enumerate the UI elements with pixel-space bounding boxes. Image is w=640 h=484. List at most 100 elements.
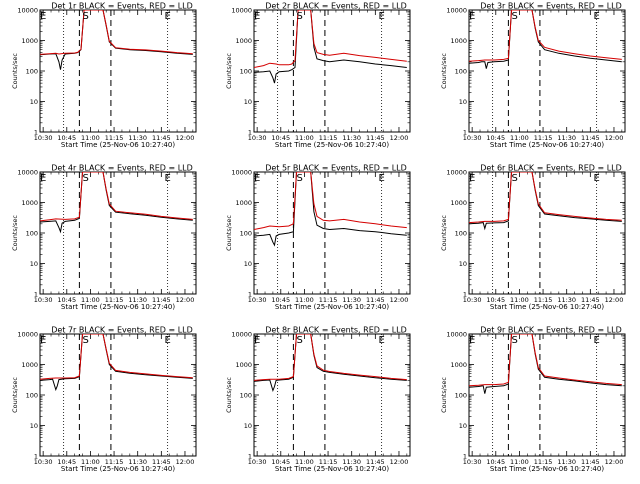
- y-tick-label: 1: [463, 291, 467, 299]
- region-label: E: [378, 11, 384, 22]
- y-axis-label: Counts/sec: [440, 377, 448, 413]
- y-tick-label: 1: [248, 291, 252, 299]
- y-tick-label: 10: [459, 422, 467, 430]
- x-tick-label: 11:00: [81, 134, 100, 142]
- y-tick-label: 1000: [21, 361, 38, 369]
- x-tick-label: 11:15: [105, 134, 124, 142]
- y-tick-label: 100: [26, 392, 38, 400]
- y-tick-label: 1: [34, 291, 38, 299]
- x-tick-label: 10:30: [463, 458, 482, 466]
- region-label: E: [593, 335, 599, 346]
- x-tick-label: 11:00: [81, 458, 100, 466]
- x-axis-label: Start Time (25-Nov-06 10:27:40): [490, 465, 604, 473]
- x-tick-label: 11:30: [557, 134, 576, 142]
- y-tick-label: 10: [30, 422, 38, 430]
- y-axis-label: Counts/sec: [11, 53, 19, 89]
- region-label: E: [40, 11, 46, 22]
- chart-title: Det 8r BLACK = Events, RED = LLD: [265, 326, 407, 335]
- chart-title: Det 5r BLACK = Events, RED = LLD: [265, 164, 407, 173]
- x-tick-label: 10:30: [248, 296, 267, 304]
- x-tick-label: 10:45: [57, 296, 76, 304]
- x-tick-label: 10:45: [57, 458, 76, 466]
- y-tick-label: 100: [26, 68, 38, 76]
- y-tick-label: 1000: [235, 37, 252, 45]
- y-tick-label: 100: [26, 230, 38, 238]
- x-tick-label: 10:45: [57, 134, 76, 142]
- x-tick-label: 11:45: [581, 296, 600, 304]
- x-tick-label: 10:30: [34, 296, 53, 304]
- x-tick-label: 11:30: [128, 458, 147, 466]
- x-tick-label: 11:00: [81, 296, 100, 304]
- x-tick-label: 11:15: [319, 296, 338, 304]
- chart-title: Det 3r BLACK = Events, RED = LLD: [480, 2, 622, 11]
- series-line: [40, 172, 193, 222]
- x-tick-label: 11:00: [295, 134, 314, 142]
- region-label: E: [254, 335, 260, 346]
- y-tick-label: 100: [455, 392, 467, 400]
- x-tick-label: 11:30: [342, 134, 361, 142]
- y-tick-label: 100: [240, 68, 252, 76]
- region-label: E: [40, 335, 46, 346]
- y-tick-label: 10: [244, 98, 252, 106]
- x-tick-label: 11:15: [105, 296, 124, 304]
- region-label: S: [83, 335, 89, 346]
- series-line: [469, 10, 622, 69]
- y-axis-label: Counts/sec: [440, 215, 448, 251]
- x-tick-label: 11:15: [534, 458, 553, 466]
- y-tick-label: 10: [30, 260, 38, 268]
- region-label: E: [254, 173, 260, 184]
- series-line: [469, 10, 622, 62]
- chart-panel: Det 6r BLACK = Events, RED = LLD 1 10 100 10…: [440, 164, 626, 311]
- y-axis-label: Counts/sec: [225, 377, 233, 413]
- x-tick-label: 11:30: [342, 296, 361, 304]
- y-tick-label: 1: [248, 129, 252, 137]
- series-line: [40, 10, 193, 70]
- chart-title: Det 7r BLACK = Events, RED = LLD: [51, 326, 193, 335]
- y-tick-label: 1: [34, 453, 38, 461]
- chart-title: Det 9r BLACK = Events, RED = LLD: [480, 326, 622, 335]
- x-tick-label: 12:00: [176, 134, 195, 142]
- series-line: [254, 10, 407, 84]
- y-tick-label: 100: [455, 230, 467, 238]
- region-label: E: [254, 11, 260, 22]
- y-tick-label: 1000: [235, 361, 252, 369]
- y-tick-label: 1000: [21, 37, 38, 45]
- x-tick-label: 11:30: [342, 458, 361, 466]
- x-tick-label: 12:00: [605, 296, 624, 304]
- y-tick-label: 10: [30, 98, 38, 106]
- chart-panel: Det 4r BLACK = Events, RED = LLD 1 10 100 10…: [11, 164, 197, 311]
- x-tick-label: 10:30: [248, 458, 267, 466]
- x-axis-label: Start Time (25-Nov-06 10:27:40): [275, 465, 389, 473]
- x-tick-label: 10:30: [463, 134, 482, 142]
- region-label: S: [297, 173, 303, 184]
- region-label: E: [469, 173, 475, 184]
- region-label: E: [378, 335, 384, 346]
- region-label: S: [512, 173, 518, 184]
- y-tick-label: 1000: [450, 361, 467, 369]
- x-tick-label: 11:45: [366, 134, 385, 142]
- region-label: E: [40, 173, 46, 184]
- x-tick-label: 11:00: [510, 296, 529, 304]
- x-tick-label: 11:15: [105, 458, 124, 466]
- chart-panel: Det 5r BLACK = Events, RED = LLD 1 10 100 10…: [225, 164, 411, 311]
- series-line: [40, 172, 193, 234]
- y-tick-label: 1000: [450, 37, 467, 45]
- x-axis-label: Start Time (25-Nov-06 10:27:40): [490, 303, 604, 311]
- region-label: S: [297, 11, 303, 22]
- y-tick-label: 1: [463, 453, 467, 461]
- y-tick-label: 10000: [231, 169, 252, 177]
- chart-panel: Det 8r BLACK = Events, RED = LLD 1 10 100 10…: [225, 326, 411, 473]
- y-tick-label: 10000: [17, 7, 38, 15]
- x-axis-label: Start Time (25-Nov-06 10:27:40): [61, 465, 175, 473]
- chart-title: Det 2r BLACK = Events, RED = LLD: [265, 2, 407, 11]
- series-line: [254, 10, 407, 68]
- y-tick-label: 10: [459, 260, 467, 268]
- x-tick-label: 12:00: [605, 134, 624, 142]
- x-tick-label: 10:30: [463, 296, 482, 304]
- series-line: [469, 172, 622, 224]
- region-label: S: [83, 11, 89, 22]
- y-tick-label: 10: [244, 260, 252, 268]
- x-tick-label: 11:30: [128, 296, 147, 304]
- x-tick-label: 10:45: [271, 134, 290, 142]
